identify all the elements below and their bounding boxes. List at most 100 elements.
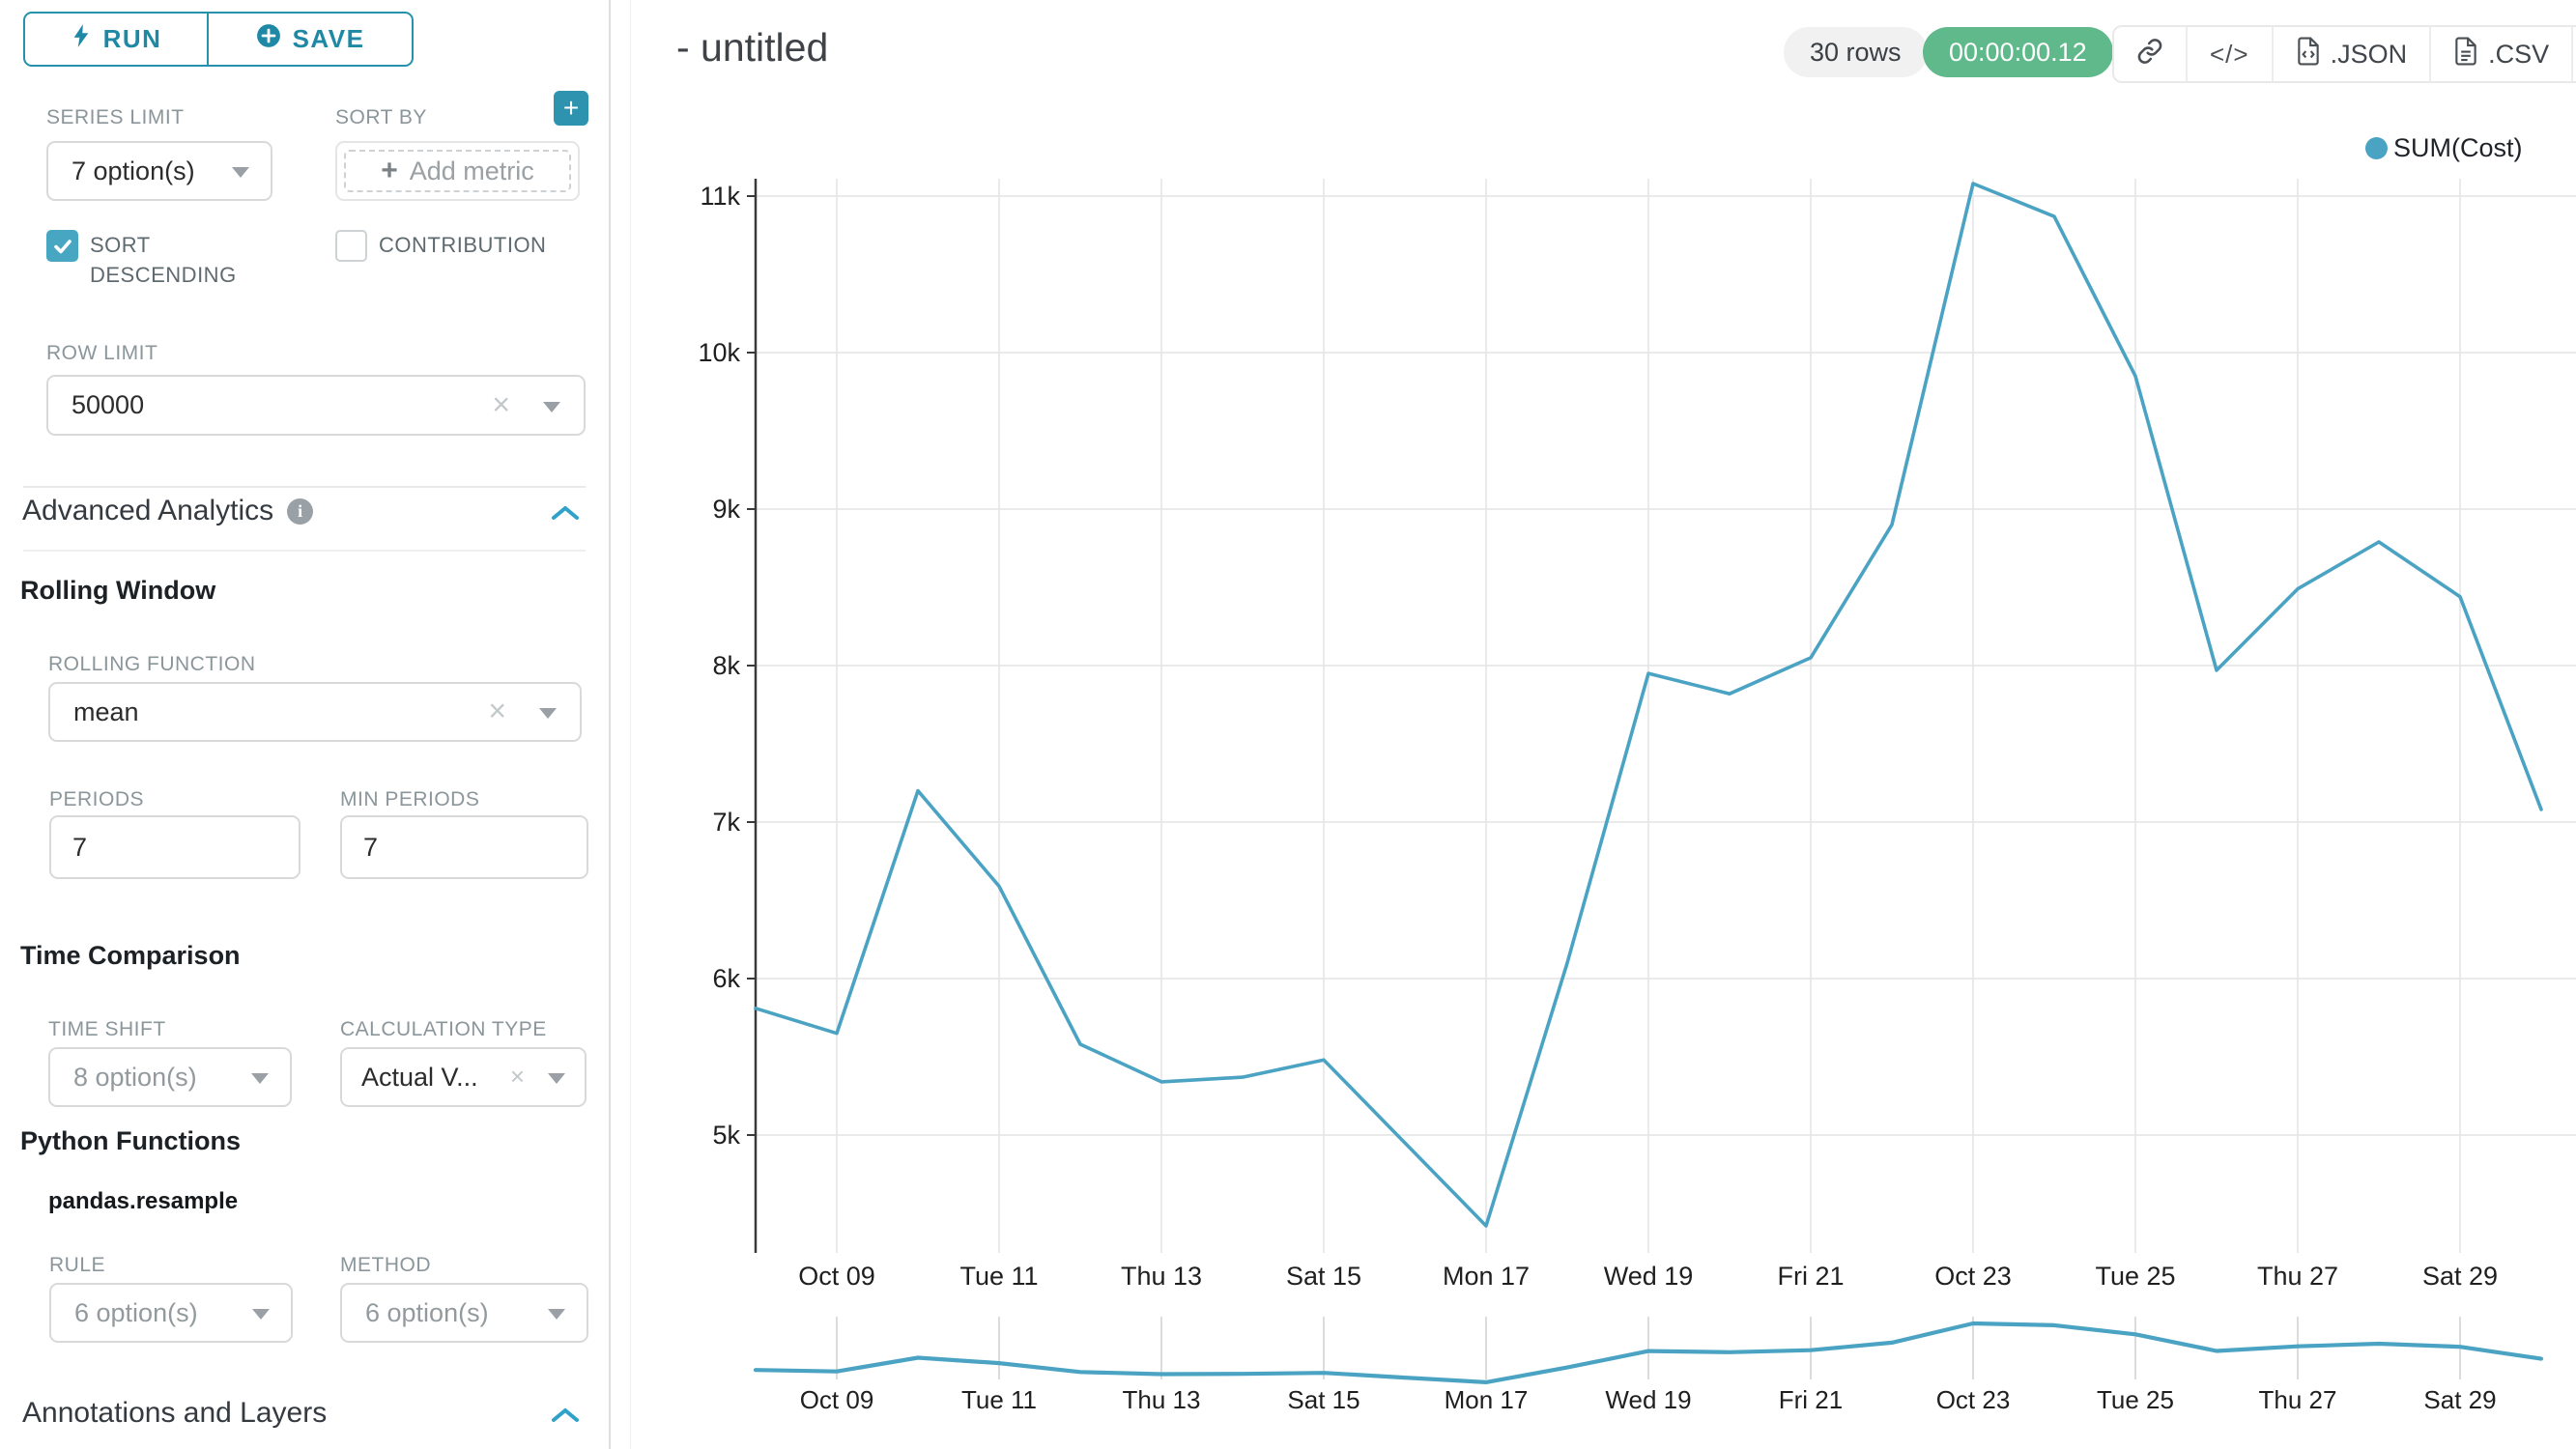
rolling-function-label: ROLLING FUNCTION <box>48 653 256 675</box>
method-label: METHOD <box>340 1254 431 1276</box>
chevron-down-icon <box>543 401 560 412</box>
add-sort-metric-button[interactable]: + <box>554 91 588 126</box>
legend-item-sum-cost[interactable]: SUM(Cost) <box>2365 133 2523 163</box>
legend-label: SUM(Cost) <box>2393 133 2523 162</box>
time-shift-select[interactable]: 8 option(s) <box>48 1047 292 1107</box>
sort-descending-label: SORT DESCENDING <box>90 233 237 287</box>
sort-descending-checkbox[interactable] <box>46 230 78 262</box>
minimap-tick-label: Oct 09 <box>800 1385 874 1414</box>
y-axis-tick-label: 7k <box>712 808 740 837</box>
minimap-series-line[interactable] <box>753 1321 2544 1385</box>
y-axis-tick-label: 11k <box>700 182 740 211</box>
panel-divider-shadow <box>630 0 631 1449</box>
method-select[interactable]: 6 option(s) <box>340 1283 588 1343</box>
sort-by-add-metric[interactable]: + Add metric <box>335 141 580 201</box>
minimap-tick-label: Mon 17 <box>1445 1385 1529 1414</box>
lightning-icon <box>71 23 92 55</box>
sort-descending-field: SORT DESCENDING <box>46 230 236 290</box>
minimap-tick-label: Oct 23 <box>1936 1385 2011 1414</box>
chevron-down-icon <box>252 1309 270 1320</box>
panel-divider[interactable] <box>609 0 611 1449</box>
min-periods-value: 7 <box>363 832 379 862</box>
y-axis-tick-label: 10k <box>698 338 740 367</box>
y-axis-tick-label: 9k <box>712 495 740 524</box>
series-limit-select[interactable]: 7 option(s) <box>46 141 272 201</box>
contribution-field: CONTRIBUTION <box>335 230 596 262</box>
info-icon[interactable]: i <box>287 497 314 525</box>
copy-link-button[interactable] <box>2114 27 2186 81</box>
annotations-layers-title: Annotations and Layers <box>22 1397 328 1429</box>
control-panel: RUN SAVE SERIES LIMIT SORT BY + 7 option… <box>0 0 609 1449</box>
series-limit-value: 7 option(s) <box>72 156 195 185</box>
x-axis-tick-label: Tue 11 <box>959 1262 1038 1291</box>
rule-value: 6 option(s) <box>74 1297 198 1327</box>
row-limit-value: 50000 <box>72 390 145 419</box>
minimap-tick-label: Thu 13 <box>1123 1385 1201 1414</box>
collapse-chevron-up-icon[interactable] <box>551 1406 580 1429</box>
x-axis-tick-label: Oct 23 <box>1934 1262 2012 1291</box>
chevron-down-icon <box>548 1309 565 1320</box>
clear-icon[interactable]: × <box>492 386 510 422</box>
collapse-chevron-up-icon[interactable] <box>551 504 580 526</box>
csv-file-icon <box>2453 37 2478 72</box>
add-metric-dropzone: + Add metric <box>344 150 571 192</box>
clear-icon[interactable]: × <box>509 1061 525 1091</box>
export-json-button[interactable]: .JSON <box>2271 27 2430 81</box>
section-divider <box>23 550 586 552</box>
annotations-layers-header[interactable]: Annotations and Layers <box>22 1397 327 1430</box>
chevron-down-icon <box>232 167 249 178</box>
chevron-down-icon <box>548 1073 565 1084</box>
pandas-resample-label: pandas.resample <box>48 1188 239 1214</box>
rule-select[interactable]: 6 option(s) <box>49 1283 293 1343</box>
min-periods-input[interactable]: 7 <box>340 815 588 879</box>
section-divider <box>23 486 586 488</box>
advanced-analytics-header[interactable]: Advanced Analytics i <box>22 495 314 527</box>
advanced-analytics-title: Advanced Analytics <box>22 495 274 526</box>
y-axis-tick-label: 8k <box>712 651 740 680</box>
rule-label: RULE <box>49 1254 106 1276</box>
run-save-button-group: RUN SAVE <box>23 12 414 67</box>
calculation-type-select[interactable]: Actual V... × <box>340 1047 587 1107</box>
x-axis-tick-label: Mon 17 <box>1443 1262 1530 1291</box>
row-limit-label: ROW LIMIT <box>46 342 158 364</box>
python-functions-title: Python Functions <box>20 1126 241 1155</box>
export-csv-button[interactable]: .CSV <box>2429 27 2571 81</box>
link-icon <box>2136 38 2163 71</box>
minimap-tick-label: Sat 29 <box>2423 1385 2496 1414</box>
x-axis-tick-label: Sat 15 <box>1286 1262 1361 1291</box>
sort-by-label: SORT BY <box>335 106 427 128</box>
run-button[interactable]: RUN <box>25 14 209 65</box>
periods-input[interactable]: 7 <box>49 815 301 879</box>
rolling-function-select[interactable]: mean × <box>48 682 582 742</box>
run-button-label: RUN <box>102 24 162 53</box>
cost-series-line[interactable] <box>754 182 2543 1228</box>
x-axis-tick-label: Wed 19 <box>1604 1262 1694 1291</box>
export-json-label: .JSON <box>2330 39 2408 69</box>
minimap-tick-label: Wed 19 <box>1605 1385 1691 1414</box>
chart-menu-button[interactable] <box>2571 27 2576 81</box>
minimap-tick-label: Tue 25 <box>2097 1385 2174 1414</box>
code-icon: </> <box>2210 39 2249 69</box>
chart-actions-toolbar: </> .JSON .CSV <box>2112 25 2576 83</box>
row-limit-select[interactable]: 50000 × <box>46 375 586 436</box>
chevron-down-icon <box>539 708 557 719</box>
minimap-tick-label: Fri 21 <box>1779 1385 1843 1414</box>
embed-code-button[interactable]: </> <box>2186 27 2272 81</box>
chevron-down-icon <box>251 1073 269 1084</box>
query-duration-badge: 00:00:00.12 <box>1923 27 2113 77</box>
min-periods-label: MIN PERIODS <box>340 788 480 810</box>
contribution-checkbox[interactable] <box>335 230 367 262</box>
calculation-type-value: Actual V... <box>361 1062 478 1092</box>
rolling-window-title: Rolling Window <box>20 576 216 605</box>
time-shift-value: 8 option(s) <box>73 1062 197 1092</box>
save-button[interactable]: SAVE <box>209 14 412 65</box>
x-axis-tick-label: Oct 09 <box>798 1262 875 1291</box>
minimap-tick-label: Thu 27 <box>2259 1385 2337 1414</box>
x-axis-tick-label: Thu 27 <box>2257 1262 2338 1291</box>
clear-icon[interactable]: × <box>488 693 506 728</box>
export-csv-label: .CSV <box>2488 39 2550 69</box>
method-value: 6 option(s) <box>365 1297 489 1327</box>
chart-title[interactable]: - untitled <box>676 25 829 70</box>
y-axis-tick-label: 6k <box>712 964 740 993</box>
minimap-tick-label: Sat 15 <box>1287 1385 1360 1414</box>
